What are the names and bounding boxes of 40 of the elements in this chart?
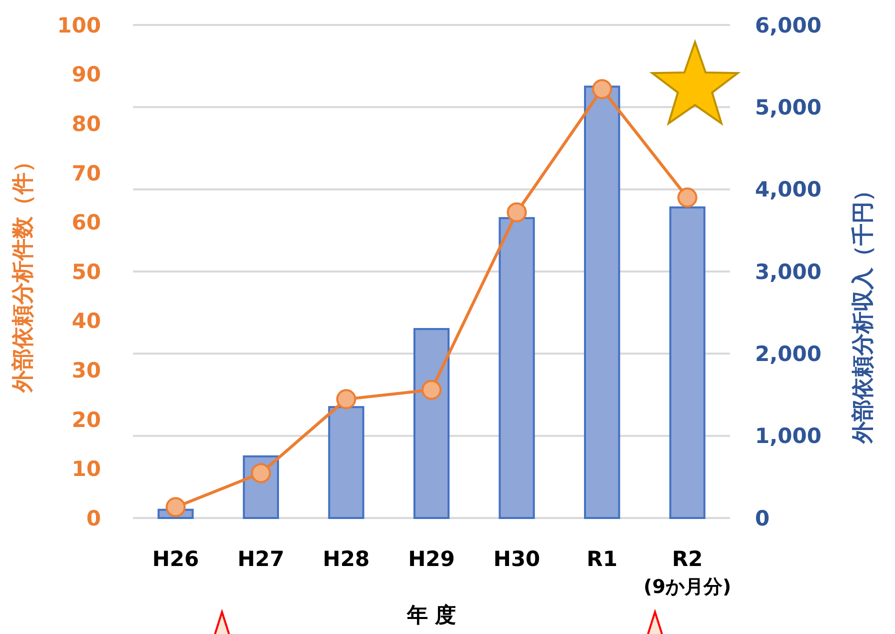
x-tick-label: H29	[408, 547, 455, 571]
y2-tick-label: 0	[755, 506, 770, 530]
point	[336, 389, 356, 410]
y-tick-label: 70	[72, 161, 101, 186]
y2-tick-label: 2,000	[755, 342, 822, 366]
y2-tick-label: 6,000	[755, 13, 822, 38]
point	[506, 202, 527, 222]
bar	[498, 217, 535, 519]
y-tick-label: 100	[57, 13, 101, 38]
bar	[328, 406, 364, 519]
y-tick-label: 80	[72, 112, 101, 136]
y-tick-label: 60	[72, 210, 101, 235]
x-tick-label: H30	[493, 547, 540, 571]
y-tick-label: 10	[72, 457, 101, 482]
y2-tick-label: 3,000	[755, 260, 822, 284]
y-tick-label: 40	[72, 309, 101, 334]
y2-tick-label: 4,000	[755, 178, 822, 202]
y2-axis-title: 外部依頼分析収入（千円）	[850, 180, 876, 444]
y-tick-label: 50	[72, 260, 101, 284]
bar	[413, 328, 450, 519]
y-axis-title: 外部依頼分析件数（件）	[10, 150, 36, 394]
bar	[584, 86, 620, 519]
y-tick-label: 0	[86, 506, 101, 530]
y2-tick-label: 5,000	[755, 96, 822, 120]
y2-tick-label: 1,000	[755, 424, 822, 448]
x-tick-label: R1	[586, 547, 618, 571]
y-tick-label: 30	[72, 358, 101, 382]
x-axis-title: 年 度	[406, 603, 456, 627]
bar	[669, 206, 706, 519]
x-tick-label: H27	[238, 547, 284, 571]
point	[250, 463, 271, 484]
point	[592, 79, 612, 100]
x-tick-label: H28	[322, 547, 370, 571]
x-tick-label: R2 (9か月分)	[644, 547, 732, 598]
y-tick-label: 20	[72, 408, 101, 432]
x-tick-label: H26	[152, 547, 200, 571]
point	[677, 188, 698, 208]
point	[166, 497, 186, 518]
point	[422, 380, 442, 400]
y-tick-label: 90	[72, 62, 101, 87]
